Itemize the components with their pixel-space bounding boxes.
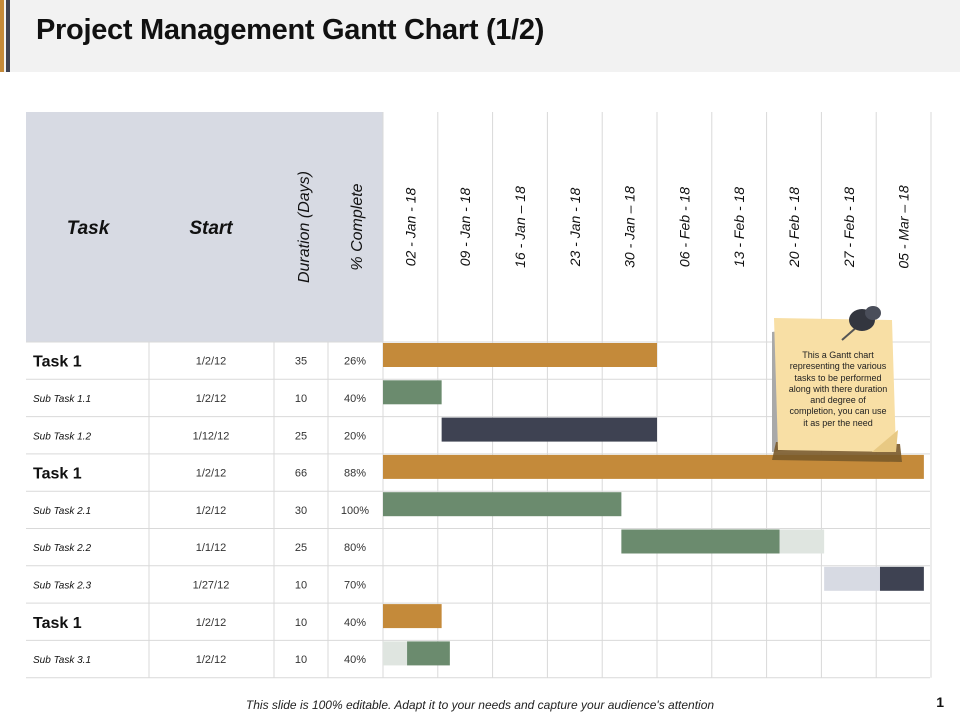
start-date-cell: 1/2/12 [196, 617, 227, 629]
task-name: Task 1 [33, 466, 82, 483]
duration-cell: 10 [295, 579, 307, 591]
start-date-cell: 1/12/12 [193, 430, 230, 442]
percent-complete-cell: 20% [344, 430, 366, 442]
timeline-week-label: 09 - Jan - 18 [457, 187, 473, 266]
percent-complete-cell: 26% [344, 356, 366, 368]
task-name: Task 1 [33, 615, 82, 632]
gantt-bar [383, 343, 657, 367]
gantt-bar [383, 380, 442, 405]
percent-complete-cell: 100% [341, 505, 369, 517]
column-header-duration: Duration (Days) [296, 171, 313, 283]
page-number: 1 [936, 694, 944, 710]
start-date-cell: 1/2/12 [196, 468, 227, 480]
duration-cell: 10 [295, 654, 307, 666]
gantt-bar-progress [879, 566, 924, 591]
timeline-week-label: 30 - Jan – 18 [622, 186, 638, 268]
task-name: Task 1 [33, 354, 82, 371]
percent-complete-cell: 40% [344, 393, 366, 405]
percent-complete-cell: 80% [344, 542, 366, 554]
gantt-bar [383, 492, 622, 517]
subtask-name: Sub Task 2.1 [33, 506, 91, 517]
pushpin-icon [841, 306, 881, 341]
timeline-week-label: 05 - Mar – 18 [896, 185, 912, 268]
duration-cell: 30 [295, 505, 307, 517]
start-date-cell: 1/2/12 [196, 393, 227, 405]
timeline-week-label: 20 - Feb - 18 [786, 187, 802, 268]
timeline-week-label: 06 - Feb - 18 [676, 187, 692, 267]
sticky-note [772, 306, 902, 462]
subtask-name: Sub Task 1.1 [33, 394, 91, 405]
title-accent-bar [6, 0, 10, 72]
start-date-cell: 1/2/12 [196, 654, 227, 666]
percent-complete-cell: 70% [344, 579, 366, 591]
start-date-cell: 1/2/12 [196, 505, 227, 517]
sticky-note-paper [774, 318, 896, 452]
footer-caption: This slide is 100% editable. Adapt it to… [245, 698, 715, 712]
start-date-cell: 1/2/12 [196, 356, 227, 368]
gantt-bar-remaining [824, 566, 880, 591]
gantt-bar-remaining [383, 641, 408, 666]
subtask-name: Sub Task 1.2 [33, 431, 91, 442]
column-header-complete: % Complete [349, 183, 366, 270]
subtask-name: Sub Task 2.3 [33, 580, 91, 591]
start-date-cell: 1/1/12 [196, 542, 227, 554]
sticky-note-text: This a Gantt chart representing the vari… [788, 350, 888, 428]
timeline-week-label: 23 - Jan - 18 [567, 187, 583, 267]
subtask-name: Sub Task 3.1 [33, 655, 91, 666]
subtask-name: Sub Task 2.2 [33, 543, 91, 554]
title-bar [0, 0, 960, 72]
gantt-bar-progress [407, 641, 450, 666]
gantt-bar [441, 417, 657, 442]
duration-cell: 10 [295, 617, 307, 629]
table-header-background [26, 112, 383, 342]
pushpin-head [865, 306, 881, 320]
column-header-task: Task [67, 218, 111, 239]
gantt-bar-progress [621, 529, 780, 554]
start-date-cell: 1/27/12 [193, 579, 230, 591]
percent-complete-cell: 40% [344, 617, 366, 629]
percent-complete-cell: 40% [344, 654, 366, 666]
timeline-week-label: 13 - Feb - 18 [731, 187, 747, 267]
sticky-note-fold [872, 430, 898, 452]
duration-cell: 25 [295, 430, 307, 442]
timeline-week-label: 27 - Feb - 18 [841, 187, 857, 268]
column-header-start: Start [189, 218, 233, 239]
duration-cell: 35 [295, 356, 307, 368]
timeline-week-label: 16 - Jan – 18 [512, 186, 528, 268]
duration-cell: 25 [295, 542, 307, 554]
gantt-bar [383, 604, 442, 629]
percent-complete-cell: 88% [344, 468, 366, 480]
title-accent-bar [0, 0, 4, 72]
page-title: Project Management Gantt Chart (1/2) [36, 14, 545, 46]
timeline-week-label: 02 - Jan - 18 [402, 187, 418, 266]
duration-cell: 66 [295, 468, 307, 480]
duration-cell: 10 [295, 393, 307, 405]
